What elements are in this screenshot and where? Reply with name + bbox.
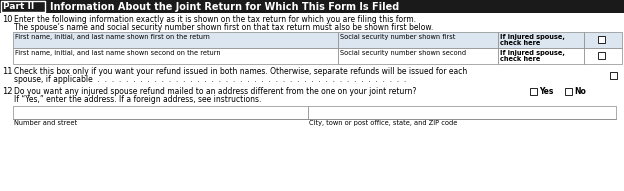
Text: Information About the Joint Return for Which This Form Is Filed: Information About the Joint Return for W…	[50, 2, 399, 11]
Bar	[530, 88, 537, 95]
Text: Check this box only if you want your refund issued in both names. Otherwise, sep: Check this box only if you want your ref…	[14, 67, 467, 76]
Bar	[13, 48, 338, 64]
Text: Social security number shown second: Social security number shown second	[340, 50, 466, 56]
Text: Part II: Part II	[3, 2, 34, 11]
Text: 12: 12	[2, 87, 12, 96]
Text: If “Yes,” enter the address. If a foreign address, see instructions.: If “Yes,” enter the address. If a foreig…	[14, 95, 261, 104]
Text: If injured spouse,: If injured spouse,	[500, 50, 565, 56]
Bar	[610, 72, 617, 79]
Text: Do you want any injured spouse refund mailed to an address different from the on: Do you want any injured spouse refund ma…	[14, 87, 416, 96]
Text: Yes: Yes	[539, 87, 553, 96]
Text: The spouse’s name and social security number shown first on that tax return must: The spouse’s name and social security nu…	[14, 23, 433, 32]
Bar	[0, 0, 624, 13]
Text: 11: 11	[2, 67, 12, 76]
Text: City, town or post office, state, and ZIP code: City, town or post office, state, and ZI…	[309, 120, 457, 126]
Text: Number and street: Number and street	[14, 120, 77, 126]
Bar	[598, 52, 605, 59]
Bar	[584, 32, 622, 48]
Bar	[13, 106, 308, 119]
Text: check here: check here	[500, 40, 540, 46]
Bar	[598, 36, 605, 43]
Bar	[498, 48, 584, 64]
Text: First name, initial, and last name shown first on the return: First name, initial, and last name shown…	[15, 34, 210, 40]
Text: 10: 10	[2, 15, 12, 24]
Text: No: No	[574, 87, 586, 96]
Text: check here: check here	[500, 56, 540, 62]
Bar	[1, 1, 45, 12]
Text: Enter the following information exactly as it is shown on the tax return for whi: Enter the following information exactly …	[14, 15, 416, 24]
Bar	[308, 106, 616, 119]
Bar	[338, 32, 498, 48]
Bar	[584, 48, 622, 64]
Text: If injured spouse,: If injured spouse,	[500, 34, 565, 40]
Text: spouse, if applicable  .  .  .  .  .  .  .  .  .  .  .  .  .  .  .  .  .  .  .  : spouse, if applicable . . . . . . . . . …	[14, 75, 409, 84]
Text: First name, initial, and last name shown second on the return: First name, initial, and last name shown…	[15, 50, 221, 56]
Text: Social security number shown first: Social security number shown first	[340, 34, 456, 40]
Bar	[565, 88, 572, 95]
Bar	[13, 32, 338, 48]
Bar	[338, 48, 498, 64]
Bar	[498, 32, 584, 48]
